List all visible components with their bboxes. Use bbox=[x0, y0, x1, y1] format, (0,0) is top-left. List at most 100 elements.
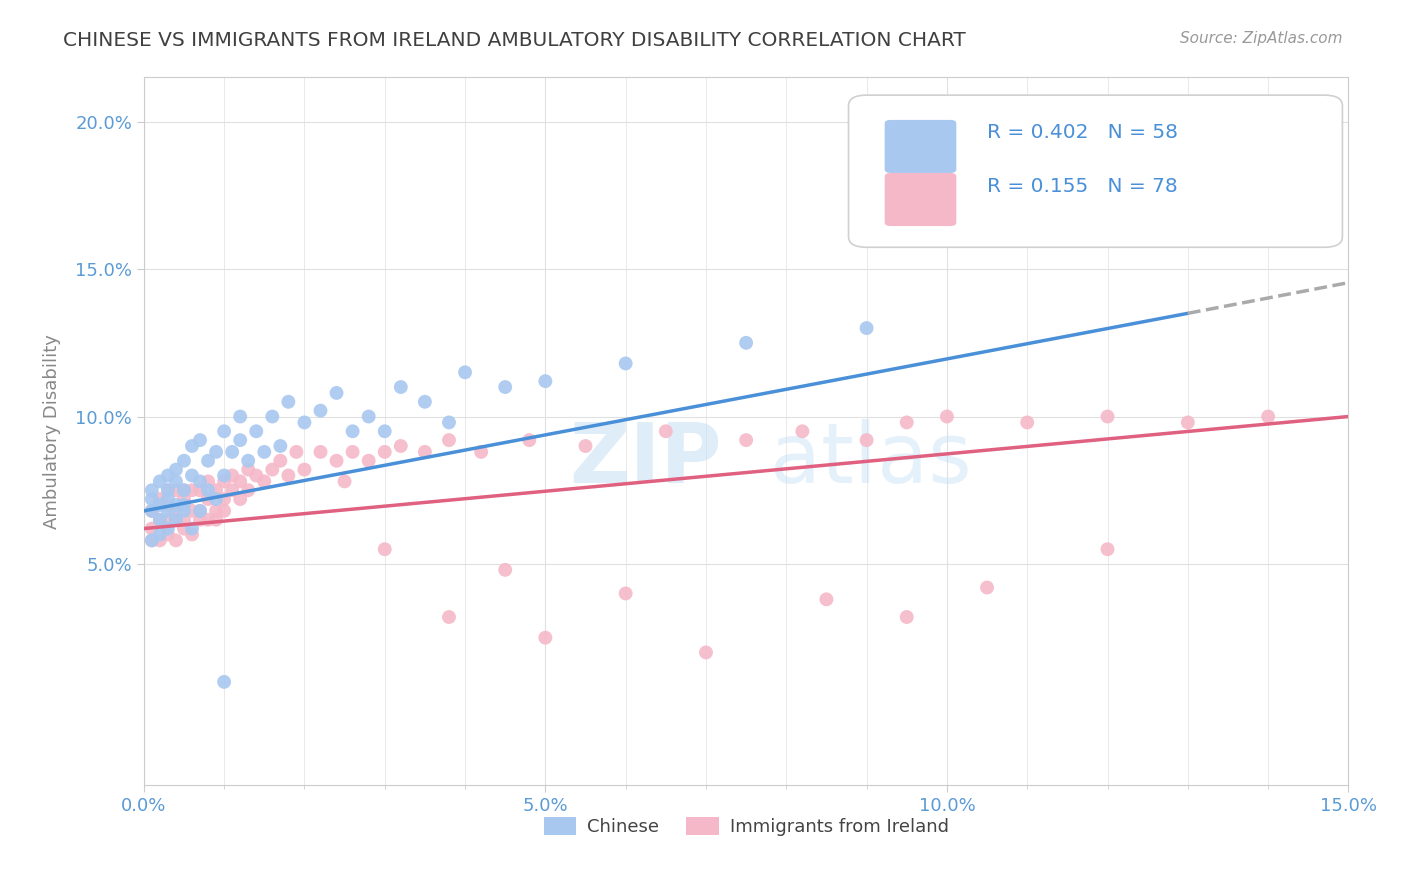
Point bbox=[149, 513, 172, 527]
Point bbox=[342, 424, 364, 438]
Point bbox=[205, 483, 228, 498]
Point bbox=[245, 424, 267, 438]
Point bbox=[188, 475, 211, 489]
Point bbox=[325, 454, 347, 468]
Text: R = 0.402   N = 58: R = 0.402 N = 58 bbox=[987, 123, 1178, 143]
Point bbox=[156, 483, 179, 498]
Point bbox=[437, 433, 460, 447]
FancyBboxPatch shape bbox=[884, 173, 956, 226]
Point bbox=[413, 394, 436, 409]
Point bbox=[238, 462, 260, 476]
Point bbox=[534, 374, 557, 388]
Point bbox=[173, 498, 195, 512]
Point bbox=[173, 454, 195, 468]
Point bbox=[454, 365, 477, 379]
Point bbox=[855, 321, 877, 335]
Point bbox=[156, 527, 179, 541]
Text: ZIP: ZIP bbox=[569, 419, 723, 500]
Point bbox=[357, 409, 380, 424]
Point bbox=[494, 563, 516, 577]
Point bbox=[181, 439, 204, 453]
Point bbox=[815, 592, 838, 607]
Point bbox=[470, 445, 492, 459]
Point bbox=[181, 504, 204, 518]
Point bbox=[253, 445, 276, 459]
Point bbox=[262, 462, 284, 476]
Point bbox=[695, 645, 717, 659]
Point bbox=[141, 522, 163, 536]
Point bbox=[494, 380, 516, 394]
Text: R = 0.155   N = 78: R = 0.155 N = 78 bbox=[987, 177, 1178, 195]
Point bbox=[534, 631, 557, 645]
Point bbox=[205, 513, 228, 527]
Point bbox=[735, 335, 758, 350]
Point bbox=[342, 445, 364, 459]
Point bbox=[517, 433, 540, 447]
Point bbox=[165, 504, 187, 518]
Point bbox=[212, 674, 235, 689]
Point bbox=[655, 424, 678, 438]
Point bbox=[156, 498, 179, 512]
Point bbox=[205, 492, 228, 507]
Point bbox=[277, 468, 299, 483]
Point bbox=[149, 513, 172, 527]
Point bbox=[294, 462, 316, 476]
Point bbox=[277, 394, 299, 409]
Point bbox=[574, 439, 596, 453]
Point bbox=[253, 475, 276, 489]
Text: atlas: atlas bbox=[770, 419, 972, 500]
Point bbox=[165, 462, 187, 476]
Point bbox=[614, 586, 637, 600]
Point bbox=[221, 483, 243, 498]
Point bbox=[238, 483, 260, 498]
Point bbox=[156, 504, 179, 518]
Point bbox=[197, 492, 219, 507]
Point bbox=[149, 492, 172, 507]
Point bbox=[1097, 542, 1119, 557]
Point bbox=[149, 475, 172, 489]
Point bbox=[238, 454, 260, 468]
FancyBboxPatch shape bbox=[848, 95, 1343, 247]
Text: CHINESE VS IMMIGRANTS FROM IRELAND AMBULATORY DISABILITY CORRELATION CHART: CHINESE VS IMMIGRANTS FROM IRELAND AMBUL… bbox=[63, 31, 966, 50]
Point bbox=[188, 504, 211, 518]
Point bbox=[181, 527, 204, 541]
Point bbox=[896, 610, 918, 624]
Point bbox=[165, 483, 187, 498]
Point bbox=[976, 581, 998, 595]
Point bbox=[229, 492, 252, 507]
Point bbox=[374, 424, 396, 438]
Point bbox=[212, 492, 235, 507]
Y-axis label: Ambulatory Disability: Ambulatory Disability bbox=[44, 334, 60, 529]
Point bbox=[165, 498, 187, 512]
Point bbox=[221, 445, 243, 459]
Point bbox=[173, 504, 195, 518]
Point bbox=[1097, 409, 1119, 424]
Point bbox=[413, 445, 436, 459]
Point bbox=[229, 433, 252, 447]
Point bbox=[245, 468, 267, 483]
Point bbox=[149, 533, 172, 548]
Point bbox=[173, 483, 195, 498]
Point bbox=[197, 454, 219, 468]
Point bbox=[197, 475, 219, 489]
Point bbox=[229, 409, 252, 424]
Point bbox=[156, 483, 179, 498]
Point bbox=[141, 492, 163, 507]
Point bbox=[205, 445, 228, 459]
Point bbox=[165, 533, 187, 548]
Point bbox=[212, 468, 235, 483]
Point bbox=[437, 610, 460, 624]
Point bbox=[141, 483, 163, 498]
Point bbox=[181, 522, 204, 536]
Point bbox=[294, 416, 316, 430]
Point bbox=[181, 483, 204, 498]
FancyBboxPatch shape bbox=[884, 120, 956, 173]
Text: Source: ZipAtlas.com: Source: ZipAtlas.com bbox=[1180, 31, 1343, 46]
Point bbox=[614, 356, 637, 370]
Point bbox=[165, 475, 187, 489]
Point bbox=[374, 445, 396, 459]
Point bbox=[165, 513, 187, 527]
Point bbox=[333, 475, 356, 489]
Point bbox=[389, 380, 412, 394]
Point bbox=[188, 483, 211, 498]
